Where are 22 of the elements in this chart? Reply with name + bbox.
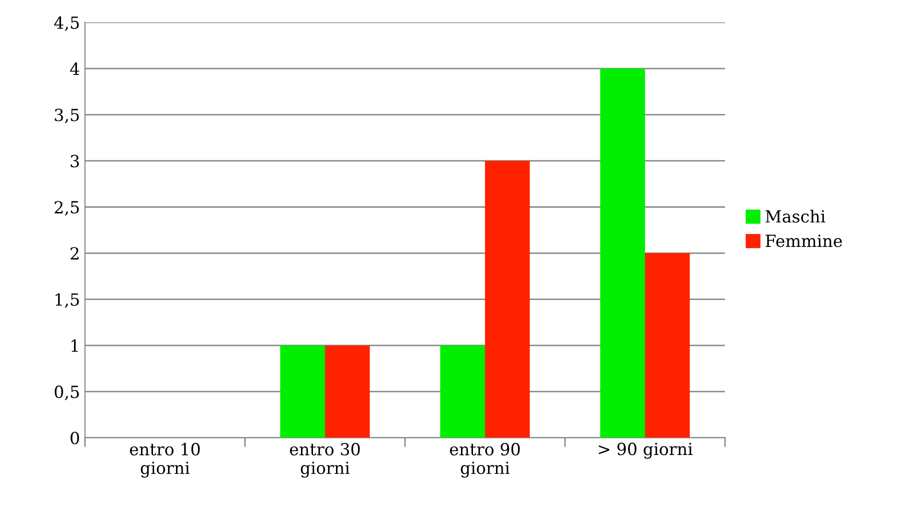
y-tick-label: 0 (70, 432, 80, 444)
x-tick-label: entro 10 giorni (130, 442, 200, 478)
x-tick-label: entro 90 giorni (450, 442, 520, 478)
y-tick-label: 2,5 (54, 200, 79, 216)
y-tick-label: 0,5 (54, 386, 79, 400)
bar (484, 160, 530, 438)
y-tick-label: 4 (70, 62, 80, 75)
legend-label: Maschi (766, 210, 826, 223)
bar (440, 345, 485, 438)
y-tick-label: 2 (70, 247, 78, 260)
y-tick-label: 1 (72, 339, 78, 352)
legend-label: Femmine (766, 234, 842, 248)
y-tick-label: 4,5 (54, 16, 79, 31)
bar (324, 345, 370, 438)
bar (645, 253, 690, 438)
x-tick-label: > 90 giorni (598, 442, 693, 459)
bar (280, 345, 325, 438)
bar (600, 68, 646, 438)
y-tick-label: 1,5 (56, 293, 79, 308)
y-tick-label: 3,5 (54, 108, 79, 124)
x-tick-label: entro 30 giorni (290, 442, 360, 478)
y-tick-label: 3 (70, 154, 79, 168)
